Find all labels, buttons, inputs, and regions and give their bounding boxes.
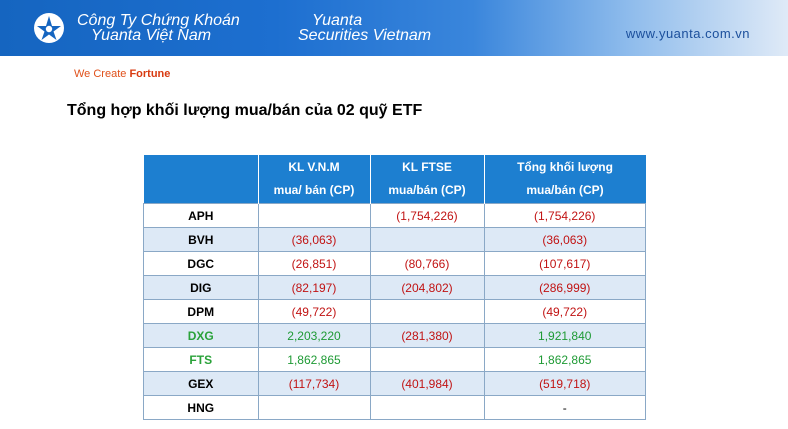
vnm-cell: 1,862,865 (257, 347, 371, 372)
ftse-cell: (281,380) (369, 323, 485, 348)
header-banner: Công Ty Chứng Khoán Yuanta Việt Nam Yuan… (0, 0, 788, 56)
total-cell: 1,921,840 (483, 323, 646, 348)
table-body: APH (1,754,226) (1,754,226) BVH (36,063) (36,… (143, 203, 646, 420)
vnm-cell: (82,197) (257, 275, 371, 300)
table-row: GEX (117,734) (401,984) (519,718) (143, 371, 646, 396)
header-vnm-line1: KL V.N.M (288, 160, 340, 174)
ftse-cell: (401,984) (369, 371, 485, 396)
code-cell: GEX (143, 371, 259, 396)
header-total-line1: Tổng khối lượng (517, 160, 613, 174)
header-ftse-line1: KL FTSE (402, 160, 452, 174)
ftse-cell (369, 227, 485, 252)
table-row: BVH (36,063) (36,063) (143, 227, 646, 252)
etf-volume-table: KL V.N.M mua/ bán (CP) KL FTSE mua/bán (… (143, 155, 646, 420)
code-cell: BVH (143, 227, 259, 252)
code-cell: DXG (143, 323, 259, 348)
code-cell: DPM (143, 299, 259, 324)
slogan-prefix: We Create (74, 68, 127, 80)
header-ftse: KL FTSE mua/bán (CP) (370, 155, 485, 204)
code-cell: APH (143, 203, 259, 228)
table-row: DGC (26,851) (80,766) (107,617) (143, 251, 646, 276)
vnm-cell (257, 395, 371, 420)
total-cell: (286,999) (483, 275, 646, 300)
code-cell: FTS (143, 347, 259, 372)
total-cell: (107,617) (483, 251, 646, 276)
total-cell: (36,063) (483, 227, 646, 252)
page-title: Tổng hợp khối lượng mua/bán của 02 quỹ E… (67, 102, 423, 119)
vnm-cell (257, 203, 371, 228)
total-cell: (1,754,226) (483, 203, 646, 228)
company-vn-line1: Công Ty Chứng Khoán (77, 12, 240, 29)
total-cell: (49,722) (483, 299, 646, 324)
ftse-cell (369, 299, 485, 324)
table-header-row: KL V.N.M mua/ bán (CP) KL FTSE mua/bán (… (143, 155, 646, 204)
table-row: DXG 2,203,220 (281,380) 1,921,840 (143, 323, 646, 348)
website-link[interactable]: www.yuanta.com.vn (625, 26, 750, 41)
vnm-cell: 2,203,220 (257, 323, 371, 348)
table-row: FTS 1,862,865 1,862,865 (143, 347, 646, 372)
total-cell: - (483, 395, 646, 420)
ftse-cell: (1,754,226) (369, 203, 485, 228)
company-name-vietnamese: Công Ty Chứng Khoán Yuanta Việt Nam (77, 12, 240, 44)
company-en-line2: Securities Vietnam (298, 27, 432, 44)
company-name-english: Yuanta Securities Vietnam (298, 12, 432, 44)
ftse-cell (369, 347, 485, 372)
code-cell: DIG (143, 275, 259, 300)
header-vnm: KL V.N.M mua/ bán (CP) (258, 155, 371, 204)
code-cell: DGC (143, 251, 259, 276)
vnm-cell: (26,851) (257, 251, 371, 276)
header-code (143, 155, 259, 204)
company-vn-line2: Yuanta Việt Nam (91, 27, 212, 44)
ftse-cell: (204,802) (369, 275, 485, 300)
table-row: HNG - (143, 395, 646, 420)
vnm-cell: (49,722) (257, 299, 371, 324)
vnm-cell: (117,734) (257, 371, 371, 396)
yuanta-logo-icon (34, 13, 64, 43)
ftse-cell (369, 395, 485, 420)
header-total-line2: mua/bán (CP) (526, 183, 604, 197)
slogan-bold: Fortune (129, 68, 171, 80)
table-row: APH (1,754,226) (1,754,226) (143, 203, 646, 228)
slogan: We Create Fortune (74, 68, 170, 80)
header-ftse-line2: mua/bán (CP) (388, 183, 466, 197)
total-cell: (519,718) (483, 371, 646, 396)
vnm-cell: (36,063) (257, 227, 371, 252)
total-cell: 1,862,865 (483, 347, 646, 372)
header-total: Tổng khối lượng mua/bán (CP) (484, 155, 646, 204)
company-en-line1: Yuanta (312, 12, 363, 29)
code-cell: HNG (143, 395, 259, 420)
table-row: DIG (82,197) (204,802) (286,999) (143, 275, 646, 300)
table-row: DPM (49,722) (49,722) (143, 299, 646, 324)
header-vnm-line2: mua/ bán (CP) (273, 183, 355, 197)
ftse-cell: (80,766) (369, 251, 485, 276)
